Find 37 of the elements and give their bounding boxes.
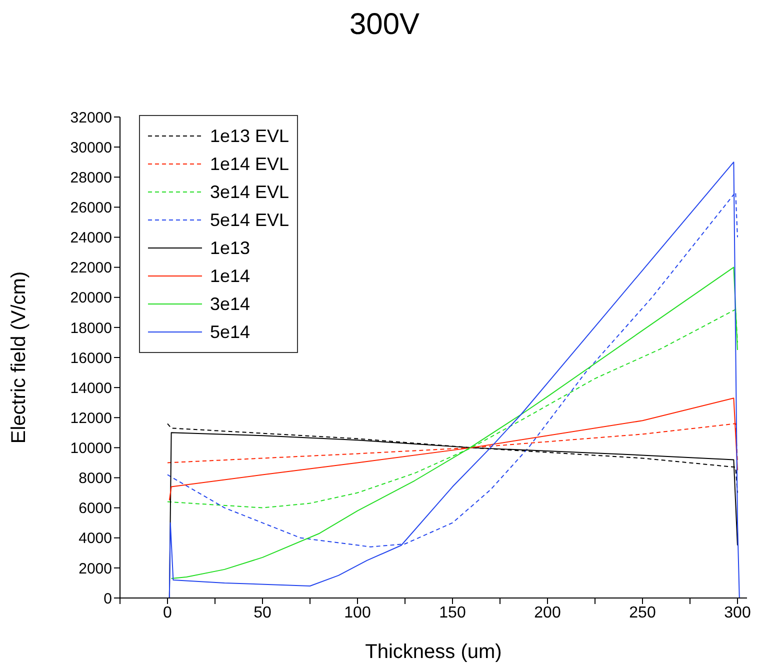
y-tick-label: 30000 bbox=[70, 139, 112, 156]
y-tick-label: 26000 bbox=[70, 200, 112, 217]
x-tick-label: 150 bbox=[439, 604, 466, 622]
legend-label: 1e13 bbox=[210, 238, 250, 258]
y-tick-label: 16000 bbox=[70, 350, 112, 367]
y-tick-label: 24000 bbox=[70, 230, 112, 247]
legend-label: 1e14 EVL bbox=[210, 154, 290, 174]
y-tick-label: 12000 bbox=[70, 410, 112, 427]
x-tick-label: 50 bbox=[254, 604, 272, 622]
y-tick-label: 2000 bbox=[78, 560, 112, 578]
legend-label: 3e14 EVL bbox=[210, 182, 290, 202]
x-tick-label: 300 bbox=[724, 604, 751, 622]
legend-label: 3e14 bbox=[210, 294, 250, 314]
legend-label: 1e14 bbox=[210, 266, 250, 286]
y-axis-title: Electric field (V/cm) bbox=[8, 271, 30, 444]
y-tick-label: 4000 bbox=[78, 530, 112, 548]
legend-label: 5e14 bbox=[210, 322, 250, 342]
y-tick-label: 22000 bbox=[70, 260, 112, 277]
line-series bbox=[170, 266, 738, 579]
y-tick-label: 10000 bbox=[70, 440, 112, 458]
x-tick-label: 100 bbox=[344, 604, 371, 622]
y-tick-label: 0 bbox=[104, 590, 112, 608]
y-tick-label: 14000 bbox=[70, 380, 112, 397]
x-tick-label: 200 bbox=[534, 604, 561, 622]
y-tick-label: 32000 bbox=[70, 109, 112, 126]
x-tick-label: 250 bbox=[629, 604, 656, 622]
line-series bbox=[168, 398, 738, 501]
y-tick-label: 18000 bbox=[70, 320, 112, 337]
y-tick-label: 6000 bbox=[78, 500, 112, 518]
legend-label: 5e14 EVL bbox=[210, 210, 290, 230]
x-tick-label: 0 bbox=[163, 604, 172, 622]
chart-title: 300V bbox=[348, 8, 421, 42]
y-tick-label: 28000 bbox=[70, 169, 112, 186]
legend-label: 1e13 EVL bbox=[210, 126, 290, 146]
x-axis-title: Thickness (um) bbox=[365, 641, 502, 663]
y-tick-label: 20000 bbox=[70, 290, 112, 307]
y-tick-label: 8000 bbox=[78, 470, 112, 488]
